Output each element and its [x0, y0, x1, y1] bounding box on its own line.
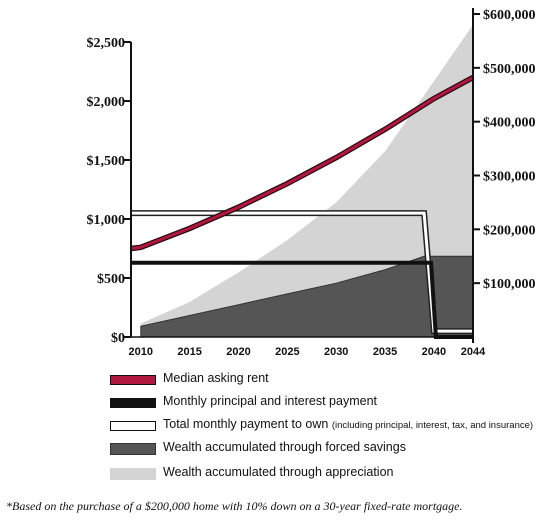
chart-footnote: *Based on the purchase of a $200,000 hom…: [6, 499, 463, 513]
left-tick-label: $500: [97, 272, 125, 287]
legend-swatch-forced-savings: [110, 443, 156, 455]
x-tick-label: 2020: [226, 346, 250, 358]
legend-label-appreciation: Wealth accumulated through appreciation: [163, 465, 394, 479]
right-tick-label: $100,000: [483, 277, 536, 292]
x-tick-label: 2035: [373, 346, 397, 358]
x-tick-label: 2044: [461, 346, 486, 358]
x-tick-label: 2025: [275, 346, 299, 358]
right-tick-label: $500,000: [483, 62, 536, 77]
right-tick-label: $300,000: [483, 170, 536, 185]
rent-line: [130, 76, 474, 250]
right-tick-label: $400,000: [483, 116, 536, 131]
legend-label-total-payment: Total monthly payment to own (including …: [163, 417, 533, 431]
legend-label-forced-savings: Wealth accumulated through forced saving…: [163, 440, 406, 454]
legend-label-total-payment-note: (including principal, interest, tax, and…: [331, 420, 534, 431]
total-payment-line: [131, 211, 473, 333]
left-tick-label: $2,000: [87, 95, 126, 110]
legend-label-principal-interest: Monthly principal and interest payment: [163, 394, 378, 408]
legend-swatch-total-payment: [110, 421, 156, 431]
chart-plot: $0 $500 $1,000 $1,500 $2,000 $2,500 $100,000 $2…: [87, 8, 536, 358]
legend-swatch-principal-interest: [110, 398, 156, 408]
x-tick-label: 2040: [422, 346, 446, 358]
x-tick-label: 2010: [129, 346, 153, 358]
legend-label-total-payment-main: Total monthly payment to own: [163, 417, 329, 431]
left-tick-label: $2,500: [87, 36, 126, 51]
left-tick-label: $1,000: [87, 213, 126, 228]
legend-label-rent: Median asking rent: [163, 371, 269, 385]
right-tick-label: $600,000: [483, 8, 536, 23]
left-tick-label: $0: [111, 331, 125, 346]
x-tick-label: 2030: [324, 346, 348, 358]
legend-swatch-appreciation: [110, 468, 156, 480]
right-tick-label: $200,000: [483, 223, 536, 238]
appreciation-area: [140, 24, 474, 338]
x-tick-label: 2015: [177, 346, 201, 358]
left-tick-label: $1,500: [87, 154, 126, 169]
legend-swatch-rent: [110, 375, 156, 385]
